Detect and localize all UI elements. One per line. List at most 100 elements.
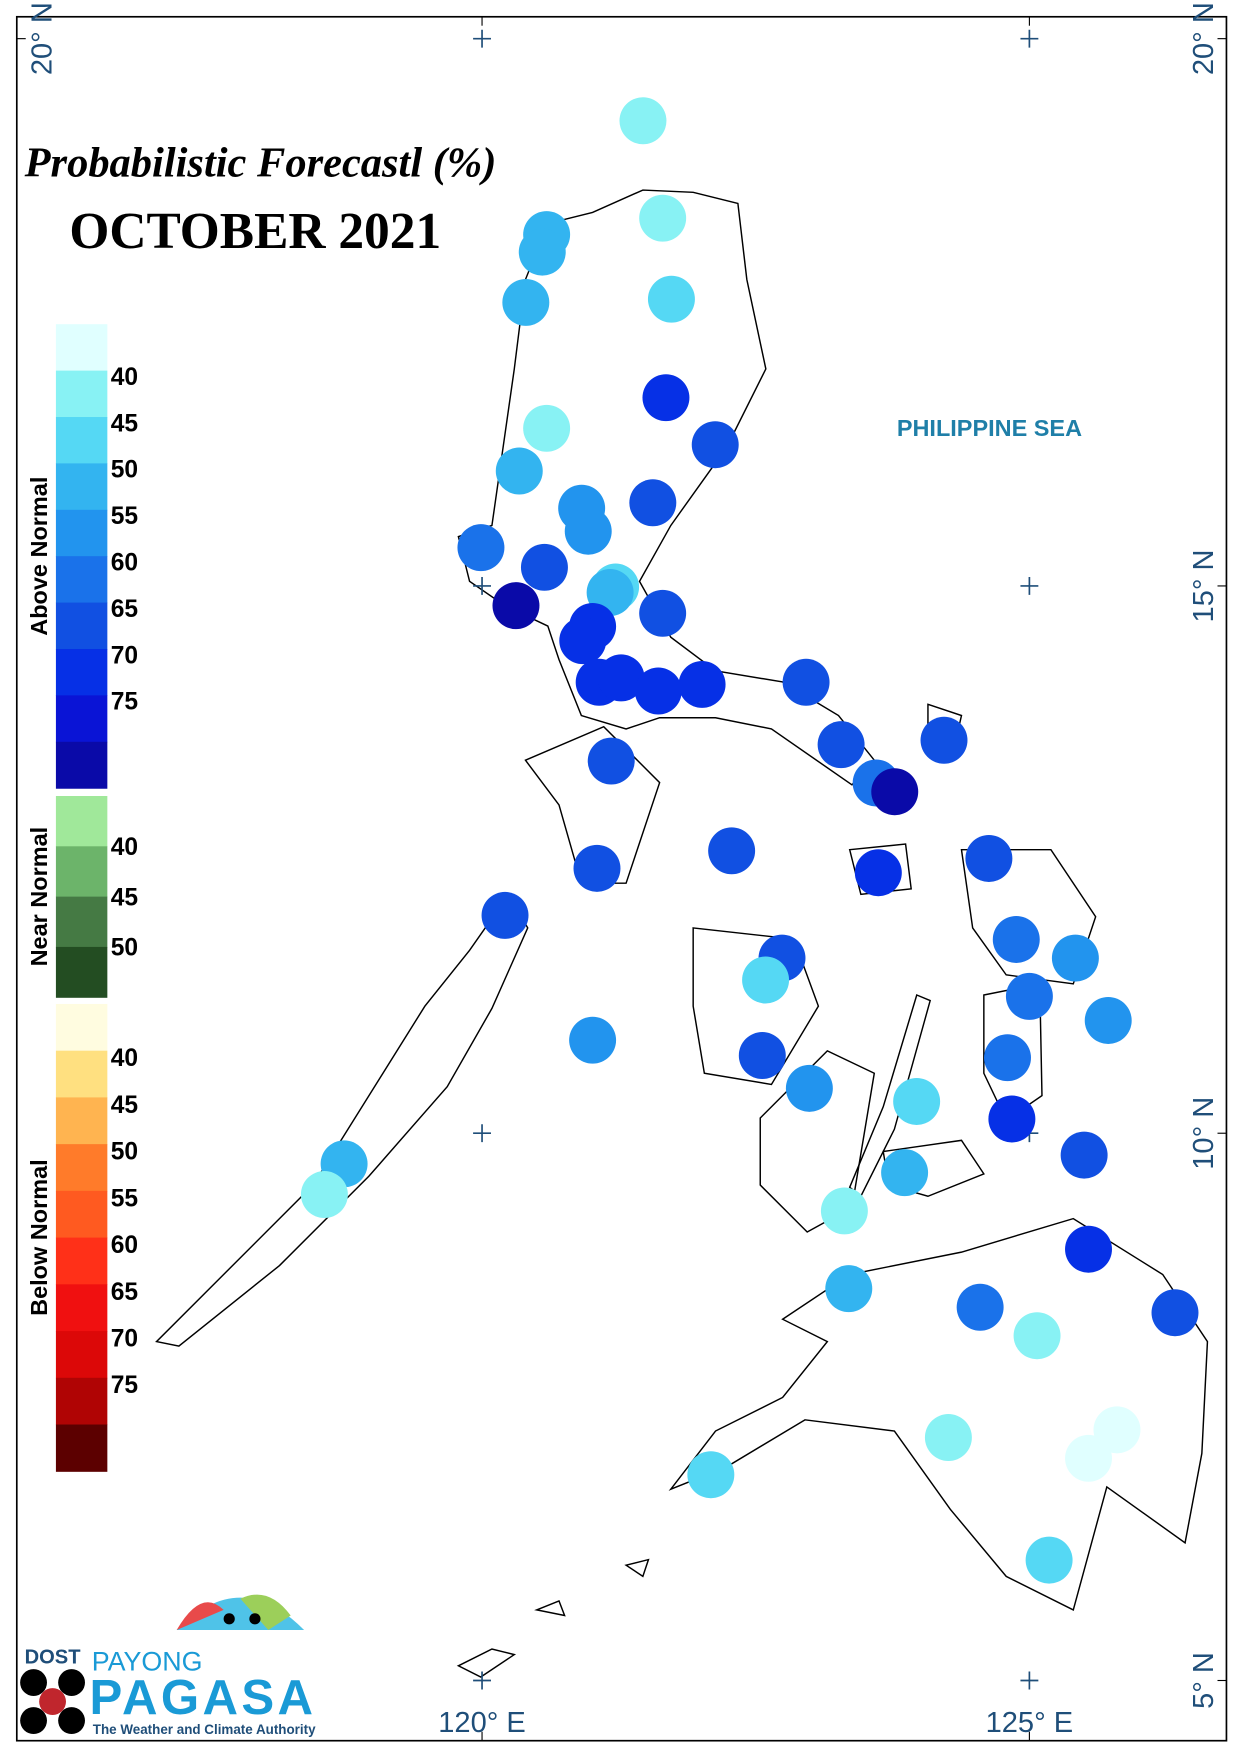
x-tick-label: 125° E [986, 1707, 1074, 1739]
station [520, 543, 568, 591]
station [1051, 934, 1099, 982]
station [825, 1265, 873, 1313]
map-subtitle: OCTOBER 2021 [69, 203, 441, 260]
legend-swatch [55, 1050, 108, 1098]
umbrella-panel [176, 1602, 224, 1631]
graticule-cross [473, 576, 491, 595]
umbrella-panel [240, 1594, 291, 1631]
station [457, 524, 505, 572]
station [495, 447, 543, 495]
legend-swatch [55, 846, 108, 898]
station [569, 1016, 617, 1064]
station [1005, 972, 1053, 1020]
station [782, 658, 830, 706]
legend-label: 50 [111, 935, 138, 962]
station [881, 1149, 929, 1197]
graticule: 120° E 125° E 20° N 20° N 15° N 10° N 5° N [16, 2, 1227, 1741]
palawan [155, 893, 529, 1347]
dost-emblem [20, 1669, 85, 1734]
legend-label: 65 [111, 1279, 138, 1306]
legend-swatch [55, 1003, 108, 1052]
legend-label: 60 [111, 1232, 138, 1259]
y-tick-label: 15° N [1188, 549, 1220, 622]
legend-swatch [55, 602, 108, 650]
legend-label: 40 [111, 834, 138, 861]
legend-label: 45 [111, 884, 138, 911]
stations [300, 97, 1199, 1584]
legend-swatch [55, 1190, 108, 1239]
station [785, 1064, 833, 1112]
graticule-cross [1020, 1671, 1039, 1690]
station [639, 589, 687, 637]
legend-label: 40 [111, 364, 138, 391]
x-tick-label: 120° E [438, 1707, 526, 1739]
station [559, 617, 607, 665]
station [871, 768, 919, 816]
umbrella-eye [249, 1613, 261, 1625]
station [691, 421, 739, 469]
graticule-cross [473, 1124, 491, 1143]
legend-swatch [55, 648, 108, 696]
y-tick-label: 20° N [26, 2, 58, 75]
legend-swatch [55, 417, 108, 464]
y-tick-label: 20° N [1188, 2, 1220, 75]
legend-swatch [55, 463, 108, 511]
legend-swatch [55, 1284, 108, 1332]
station [1084, 997, 1132, 1044]
legend-label: 75 [111, 689, 138, 716]
station [492, 582, 540, 630]
station [956, 1283, 1004, 1331]
station [1065, 1434, 1112, 1482]
station [893, 1078, 941, 1125]
legend-swatch [55, 695, 108, 743]
legend-label: 65 [111, 596, 138, 623]
legend-swatch [55, 556, 108, 604]
y-tick-label: 10° N [1188, 1097, 1220, 1170]
legend-swatch [55, 1377, 108, 1426]
sulu-islands [456, 1558, 650, 1678]
legend-group-label: Near Normal [26, 827, 52, 967]
station [619, 97, 667, 145]
station [502, 278, 550, 326]
map-frame [15, 15, 1228, 1742]
logo-brand-top: PAYONG [92, 1646, 203, 1676]
station [742, 956, 790, 1004]
station [820, 1187, 868, 1235]
y-tick-label: 5° N [1188, 1652, 1220, 1709]
station [523, 404, 571, 452]
legend-group-label: Above Normal [26, 477, 52, 636]
station [984, 1034, 1031, 1082]
graticule-cross [1020, 29, 1039, 48]
legend-swatch [55, 741, 108, 789]
station [738, 1032, 786, 1079]
legend-label: 50 [111, 1139, 138, 1166]
samar [960, 848, 1097, 985]
legend-swatch [55, 796, 108, 847]
station [1060, 1131, 1108, 1179]
legend-swatch [55, 370, 108, 418]
legend-swatch [55, 1424, 108, 1472]
legend-label: 70 [111, 1326, 138, 1353]
legend-label: 55 [111, 503, 138, 530]
legend-label: 45 [111, 410, 138, 437]
station [687, 1451, 735, 1499]
station [854, 849, 902, 897]
legend-swatch [55, 896, 108, 948]
station [639, 194, 687, 242]
graticule-cross [473, 1671, 491, 1690]
station [300, 1171, 348, 1218]
legend-label: 60 [111, 550, 138, 577]
legend: 40 45 50 55 60 65 70 75 Above Normal 40 45 50 Near N… [26, 324, 138, 1472]
legend-label: 70 [111, 642, 138, 669]
station [678, 660, 726, 708]
graticule-cross [1020, 576, 1039, 595]
legend-label: 75 [111, 1372, 138, 1399]
legend-label: 50 [111, 457, 138, 484]
sea-label: PHILIPPINE SEA [897, 415, 1082, 441]
umbrella-eye [223, 1613, 235, 1625]
legend-label: 40 [111, 1045, 138, 1072]
station [597, 654, 645, 702]
station [647, 275, 695, 323]
